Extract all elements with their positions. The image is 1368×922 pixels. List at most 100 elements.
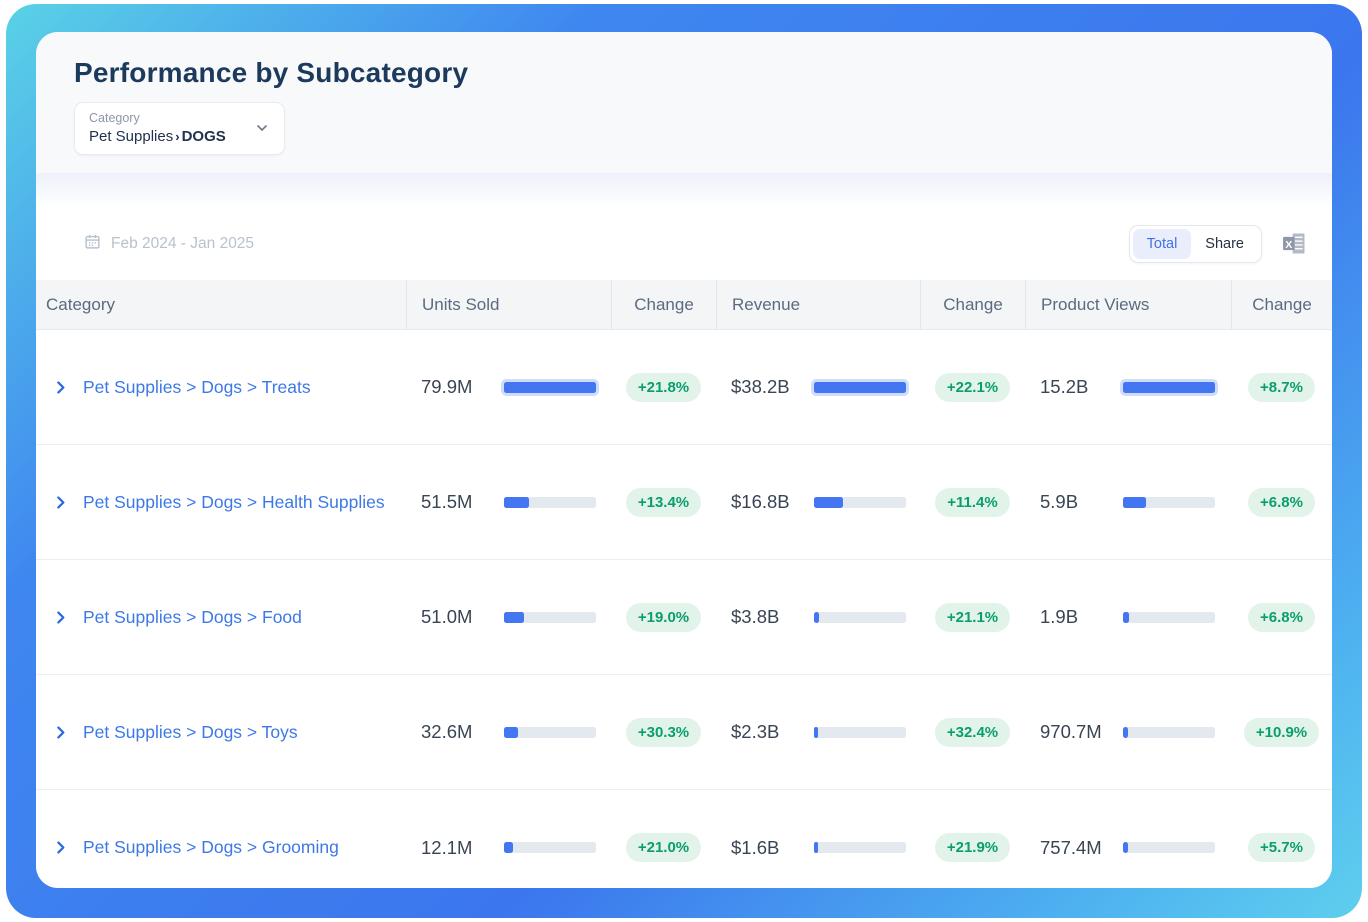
page-title: Performance by Subcategory xyxy=(74,57,469,88)
units-sold-cell: 12.1M xyxy=(406,837,611,859)
product-views-cell: 757.4M xyxy=(1025,837,1231,859)
revenue-value: $38.2B xyxy=(731,376,790,397)
product-views-cell: 970.7M xyxy=(1025,721,1231,743)
column-header-change-2: Change xyxy=(611,280,716,329)
category-selected: DOGS xyxy=(181,128,226,145)
views-change-cell: +5.7% xyxy=(1231,833,1332,862)
units-sold-cell: 32.6M xyxy=(406,721,611,743)
revenue-bar xyxy=(814,842,906,853)
revenue-cell: $38.2B xyxy=(716,376,920,398)
units-change-badge: +21.8% xyxy=(625,372,702,402)
product-views-cell: 5.9B xyxy=(1025,491,1231,513)
views-change-badge: +5.7% xyxy=(1248,833,1315,862)
expand-chevron-icon[interactable] xyxy=(52,494,69,511)
total-toggle-button[interactable]: Total xyxy=(1132,228,1192,259)
revenue-change-cell: +11.4% xyxy=(920,487,1025,517)
table-row: Pet Supplies > Dogs > Food 51.0M +19.0% … xyxy=(36,560,1332,675)
units-sold-bar xyxy=(504,842,596,853)
category-link[interactable]: Pet Supplies > Dogs > Grooming xyxy=(83,837,339,857)
views-change-badge: +8.7% xyxy=(1248,372,1315,402)
header-fade-divider xyxy=(36,173,1332,207)
category-link[interactable]: Pet Supplies > Dogs > Health Supplies xyxy=(83,491,385,512)
units-change-cell: +30.3% xyxy=(611,717,716,747)
revenue-change-cell: +21.9% xyxy=(920,833,1025,862)
product-views-cell: 15.2B xyxy=(1025,376,1231,398)
category-cell: Pet Supplies > Dogs > Grooming xyxy=(36,837,406,858)
units-sold-cell: 51.5M xyxy=(406,491,611,513)
category-cell: Pet Supplies > Dogs > Toys xyxy=(36,722,406,743)
excel-export-icon[interactable]: X xyxy=(1283,233,1306,254)
revenue-value: $16.8B xyxy=(731,491,790,512)
category-link[interactable]: Pet Supplies > Dogs > Treats xyxy=(83,376,311,397)
expand-chevron-icon[interactable] xyxy=(52,724,69,741)
revenue-change-cell: +22.1% xyxy=(920,372,1025,402)
category-separator: › xyxy=(175,129,180,144)
units-sold-bar xyxy=(504,726,596,738)
product-views-bar xyxy=(1123,842,1215,853)
share-toggle-button[interactable]: Share xyxy=(1191,229,1258,259)
column-header-category: Category xyxy=(46,294,115,314)
revenue-cell: $16.8B xyxy=(716,491,920,513)
units-sold-value: 32.6M xyxy=(421,721,473,742)
views-change-badge: +6.8% xyxy=(1248,602,1315,632)
units-change-cell: +21.8% xyxy=(611,372,716,402)
units-sold-cell: 79.9M xyxy=(406,376,611,398)
chevron-down-icon xyxy=(254,120,270,136)
total-share-toggle: Total Share xyxy=(1128,224,1262,263)
column-header-revenue: Revenue xyxy=(716,280,920,329)
revenue-change-cell: +21.1% xyxy=(920,602,1025,632)
units-change-cell: +13.4% xyxy=(611,487,716,517)
category-cell: Pet Supplies > Dogs > Treats xyxy=(36,377,406,398)
revenue-change-badge: +21.9% xyxy=(934,833,1011,862)
product-views-cell: 1.9B xyxy=(1025,606,1231,628)
product-views-value: 5.9B xyxy=(1040,491,1079,512)
performance-table: Category Units Sold Change Revenue Change Pro… xyxy=(36,280,1332,888)
views-change-badge: +6.8% xyxy=(1248,487,1315,517)
revenue-change-badge: +11.4% xyxy=(935,487,1010,517)
column-header-change-6: Change xyxy=(1231,280,1332,329)
expand-chevron-icon[interactable] xyxy=(52,609,69,626)
revenue-bar xyxy=(814,381,906,393)
revenue-change-badge: +32.4% xyxy=(934,717,1011,747)
table-row: Pet Supplies > Dogs > Toys 32.6M +30.3% … xyxy=(36,675,1332,790)
category-dropdown[interactable]: Category Pet Supplies › DOGS xyxy=(74,102,285,155)
table-header-row: Category Units Sold Change Revenue Change Pro… xyxy=(36,280,1332,330)
revenue-cell: $3.8B xyxy=(716,606,920,628)
category-link[interactable]: Pet Supplies > Dogs > Food xyxy=(83,606,302,627)
category-dropdown-text: Category Pet Supplies › DOGS xyxy=(89,111,226,145)
table-body: Pet Supplies > Dogs > Treats 79.9M +21.8… xyxy=(36,330,1332,888)
revenue-value: $2.3B xyxy=(731,721,780,742)
units-sold-value: 51.5M xyxy=(421,491,473,512)
revenue-change-badge: +22.1% xyxy=(934,372,1011,402)
table-row: Pet Supplies > Dogs > Treats 79.9M +21.8… xyxy=(36,330,1332,445)
product-views-value: 1.9B xyxy=(1040,606,1079,627)
units-change-cell: +21.0% xyxy=(611,833,716,862)
category-dropdown-value: Pet Supplies › DOGS xyxy=(89,128,226,145)
product-views-bar xyxy=(1123,496,1215,508)
expand-chevron-icon[interactable] xyxy=(52,379,69,396)
units-change-badge: +13.4% xyxy=(625,487,702,517)
product-views-value: 15.2B xyxy=(1040,376,1089,397)
revenue-bar xyxy=(814,496,906,508)
expand-chevron-icon[interactable] xyxy=(52,839,69,856)
category-dropdown-label: Category xyxy=(89,111,140,125)
units-sold-value: 79.9M xyxy=(421,376,473,397)
date-range-label: Feb 2024 - Jan 2025 xyxy=(111,234,255,252)
units-sold-value: 12.1M xyxy=(421,836,473,858)
units-sold-value: 51.0M xyxy=(421,606,473,627)
date-range-picker[interactable]: Feb 2024 - Jan 2025 xyxy=(84,233,254,255)
revenue-bar xyxy=(814,611,906,623)
category-cell: Pet Supplies > Dogs > Health Supplies xyxy=(36,492,406,513)
product-views-bar xyxy=(1123,381,1215,393)
table-row: Pet Supplies > Dogs > Grooming 12.1M +21… xyxy=(36,790,1332,888)
units-change-badge: +19.0% xyxy=(625,602,702,632)
revenue-cell: $1.6B xyxy=(716,837,920,859)
units-change-badge: +21.0% xyxy=(625,833,702,862)
units-change-cell: +19.0% xyxy=(611,602,716,632)
category-path: Pet Supplies xyxy=(89,128,174,145)
category-link[interactable]: Pet Supplies > Dogs > Toys xyxy=(83,721,298,742)
product-views-value: 757.4M xyxy=(1040,836,1102,858)
column-header-units-sold: Units Sold xyxy=(406,280,611,329)
units-sold-cell: 51.0M xyxy=(406,606,611,628)
table-row: Pet Supplies > Dogs > Health Supplies 51… xyxy=(36,445,1332,560)
